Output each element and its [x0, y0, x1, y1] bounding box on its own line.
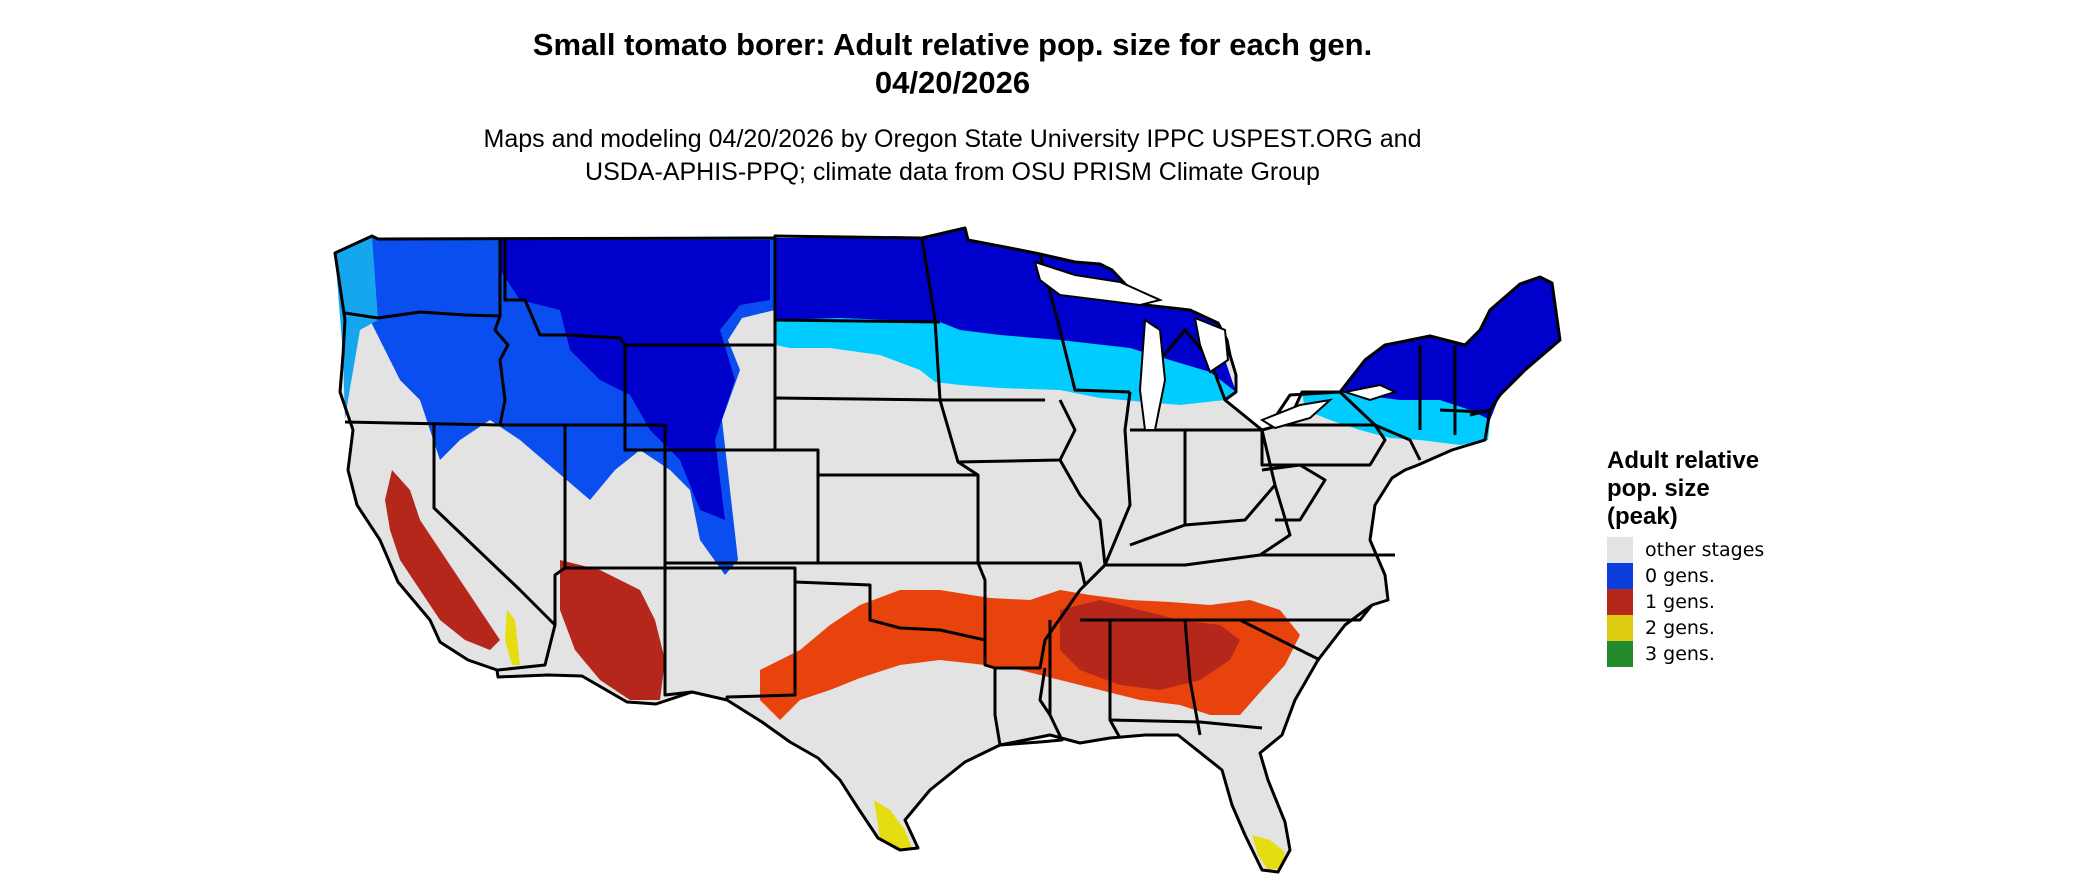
legend-item-0-gens: 0 gens.	[1607, 563, 1907, 589]
legend-item-2-gens: 2 gens.	[1607, 615, 1907, 641]
hot-region-overlays	[505, 610, 1285, 870]
border-nd-sd	[774, 318, 941, 324]
lake-huron	[1193, 316, 1230, 374]
legend-swatch	[1607, 563, 1633, 589]
legend-label: 3 gens.	[1645, 643, 1715, 665]
legend-title-line-1: Adult relative	[1607, 447, 1760, 474]
state-boundaries	[333, 226, 1562, 874]
border-wa-or	[344, 310, 501, 320]
legend-swatch	[1607, 537, 1633, 563]
legend-swatch	[1607, 641, 1633, 667]
map-title-line-1: Small tomato borer: Adult relative pop. …	[532, 27, 1373, 62]
border-in	[1129, 428, 1187, 547]
border-mt	[503, 240, 775, 347]
legend-item-other-stages: other stages	[1607, 537, 1907, 563]
border-mn	[920, 237, 1045, 402]
map-legend: Adult relative pop. size (peak) other st…	[1607, 447, 1907, 667]
legend-item-3-gens: 3 gens.	[1607, 641, 1907, 667]
map-subtitle-line-1: Maps and modeling 04/20/2026 by Oregon S…	[483, 125, 1422, 153]
legend-label: 1 gens.	[1645, 591, 1715, 613]
border-il	[1103, 391, 1132, 566]
border-nm	[665, 566, 797, 700]
border-wv	[1261, 463, 1327, 522]
legend-title-line-2: pop. size	[1607, 475, 1710, 502]
region-pacific-light-blue	[335, 236, 378, 420]
border-wi	[1038, 253, 1131, 394]
legend-label: other stages	[1645, 539, 1765, 561]
border-ga-sc	[1239, 618, 1321, 662]
legend-title: Adult relative pop. size (peak)	[1607, 447, 1907, 531]
region-south-dark-red	[1060, 600, 1240, 690]
border-new-england	[1418, 345, 1491, 435]
map-subtitle: Maps and modeling 04/20/2026 by Oregon S…	[0, 123, 1905, 189]
map-title: Small tomato borer: Adult relative pop. …	[0, 26, 1905, 102]
region-south-florida-yellow	[1252, 835, 1285, 870]
region-california-desert-yellow	[505, 610, 520, 665]
region-upper-midwest-light	[775, 318, 1236, 405]
legend-title-line-3: (peak)	[1607, 503, 1678, 530]
border-or-ca-nv	[344, 420, 501, 427]
map-subtitle-line-2: USDA-APHIS-PPQ; climate data from OSU PR…	[585, 158, 1320, 186]
legend-items: other stages 0 gens. 1 gens. 2 gens. 3 g…	[1607, 537, 1907, 667]
region-northeast-deep	[1340, 277, 1560, 420]
legend-item-1-gens: 1 gens.	[1607, 589, 1907, 615]
border-sd-ne	[774, 396, 941, 402]
border-az-nm	[663, 568, 693, 697]
cold-region-overlays	[335, 228, 1560, 575]
legend-swatch	[1607, 589, 1633, 615]
region-south-texas-yellow	[874, 800, 912, 850]
border-ut-co	[620, 423, 667, 450]
border-ny	[1268, 390, 1422, 461]
legend-swatch	[1607, 615, 1633, 641]
region-southwest-red	[560, 560, 665, 700]
map-title-date: 04/20/2026	[874, 65, 1031, 100]
lake-erie	[1259, 398, 1334, 430]
border-ca-nv	[432, 425, 557, 672]
border-nv-ut	[553, 425, 567, 625]
great-lakes	[1033, 260, 1398, 431]
border-id	[493, 240, 620, 427]
border-tn	[1078, 563, 1374, 622]
border-ga-fl	[1109, 718, 1263, 730]
lake-michigan	[1138, 318, 1167, 431]
border-la	[993, 667, 1064, 747]
region-northeast-light	[1302, 392, 1490, 445]
warm-region-overlays	[385, 470, 1300, 720]
lake-ontario	[1341, 383, 1398, 402]
lake-superior	[1033, 260, 1164, 307]
border-pa	[1260, 423, 1387, 467]
us-outline-stroke	[333, 226, 1562, 874]
legend-label: 0 gens.	[1645, 565, 1715, 587]
region-california-red	[385, 470, 500, 650]
legend-label: 2 gens.	[1645, 617, 1715, 639]
